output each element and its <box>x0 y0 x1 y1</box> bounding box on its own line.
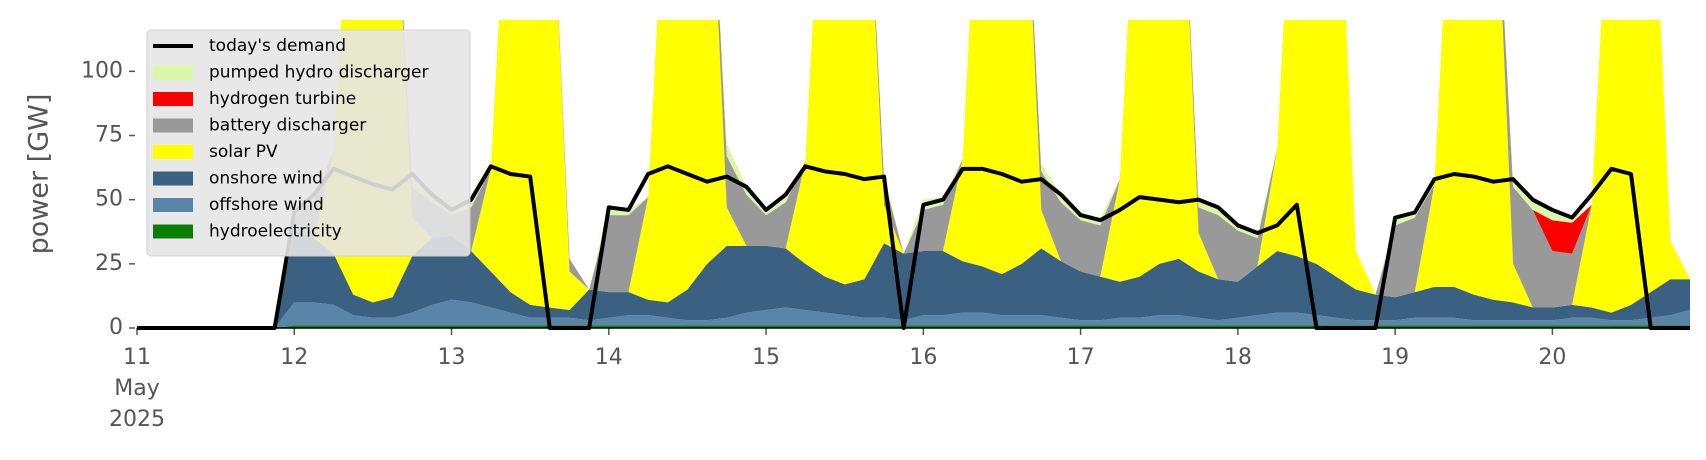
area <box>137 299 1690 328</box>
y-tick-label: 0 <box>109 315 123 340</box>
x-tick-label: 15 <box>752 345 780 370</box>
x-tick-label: 20 <box>1538 345 1566 370</box>
legend-swatch <box>153 224 193 239</box>
legend-label: offshore wind <box>209 195 324 215</box>
y-tick-label: 50 <box>95 187 123 212</box>
x-tick-label: 14 <box>595 345 623 370</box>
x-tick-label: 12 <box>280 345 308 370</box>
area <box>137 20 1690 328</box>
y-tick-label: 25 <box>95 251 123 276</box>
area <box>137 230 1690 328</box>
x-tick-label: 13 <box>438 345 466 370</box>
legend-label: today's demand <box>209 36 346 56</box>
legend-label: hydrogen turbine <box>209 89 356 109</box>
y-axis-label: power [GW] <box>24 94 55 255</box>
x-tick-label: 11 May 2025 <box>109 345 165 432</box>
legend-label: onshore wind <box>209 169 323 189</box>
legend-swatch <box>153 145 193 159</box>
legend-box <box>146 29 471 257</box>
x-tick-label: 18 <box>1224 345 1252 370</box>
x-tick-label: 19 <box>1381 345 1409 370</box>
y-tick-label: 100 <box>81 58 123 83</box>
legend-swatch <box>153 65 193 80</box>
area <box>137 20 1690 328</box>
legend-swatch <box>153 118 193 133</box>
x-tick-label: 16 <box>909 345 937 370</box>
legend-label: battery discharger <box>209 116 366 136</box>
x-tick-label: 17 <box>1067 345 1095 370</box>
legend-swatch <box>153 92 193 106</box>
legend-swatch <box>153 198 193 212</box>
plot-area <box>137 20 1690 328</box>
demand-line <box>137 164 1690 330</box>
legend-label: hydroelectricity <box>209 222 342 242</box>
legend-swatch <box>153 171 193 186</box>
legend-label: solar PV <box>209 142 278 162</box>
legend-label: pumped hydro discharger <box>209 63 428 83</box>
y-tick-label: 75 <box>95 123 123 148</box>
